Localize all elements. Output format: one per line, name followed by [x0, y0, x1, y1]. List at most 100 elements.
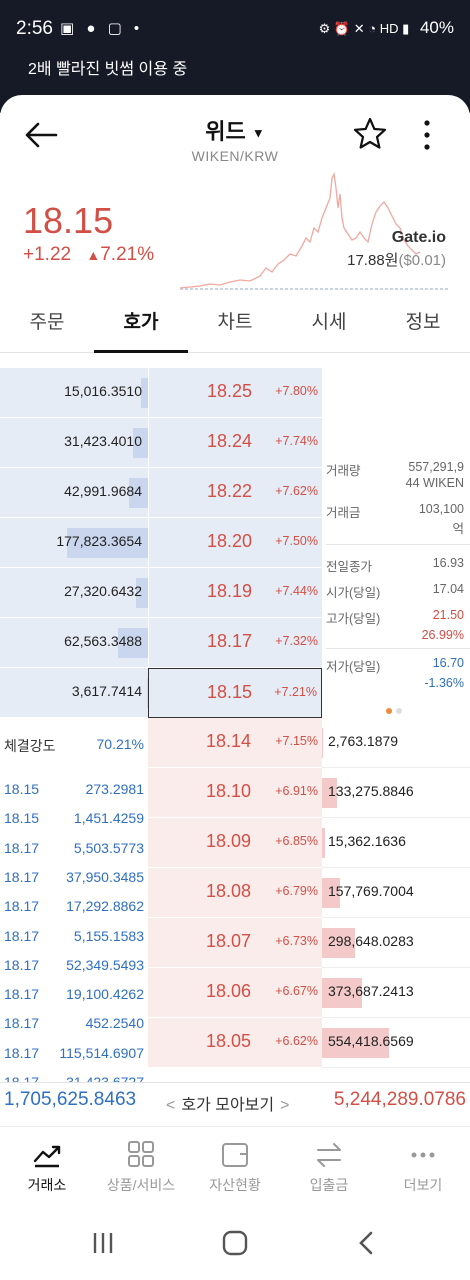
more-menu-button[interactable] [414, 118, 440, 152]
nav-exchange[interactable]: 거래소 [0, 1127, 94, 1206]
nav-products-label: 상품/서비스 [106, 1177, 176, 1193]
bid-depth-bar [322, 1028, 389, 1058]
tab-order[interactable]: 주문 [29, 312, 65, 333]
ask-row[interactable]: 3,617.7414 18.15 +7.21% [0, 668, 470, 718]
bid-pct: +6.91% [275, 784, 318, 798]
chevron-left-icon[interactable]: < [166, 1097, 176, 1114]
bid-price-cell[interactable]: 18.08 +6.79% [148, 868, 322, 918]
trade-row: 18.17 452.2540 [0, 1009, 148, 1038]
home-icon[interactable] [220, 1228, 250, 1258]
low-pct: -1.36% [424, 676, 464, 690]
prev-close-value: 16.93 [432, 556, 464, 570]
star-icon [353, 117, 387, 149]
tab-orderbook[interactable]: 호가 [94, 295, 188, 353]
amount-label: 거래금 [326, 506, 361, 520]
trade-volume: 52,349.5493 [66, 956, 144, 973]
nav-assets[interactable]: 자산현황 [188, 1127, 282, 1206]
ask-volume: 42,991.9684 [64, 483, 142, 499]
reference-krw: 17.88원 [347, 252, 399, 269]
ask-price: 18.19 [207, 581, 253, 601]
ask-row[interactable]: 15,016.3510 18.25 +7.80% [0, 368, 470, 418]
bid-pct: +6.62% [275, 1034, 318, 1048]
reference-usd: ($0.01) [398, 252, 446, 269]
trade-volume: 31,423.6727 [66, 1074, 144, 1082]
bid-row[interactable]: 18.07 +6.73% 298,648.0283 [0, 918, 470, 968]
ask-depth-bar [66, 528, 148, 558]
trade-volume: 19,100.4262 [66, 986, 144, 1003]
bid-volume: 157,769.7004 [328, 883, 414, 899]
tab-chart[interactable]: 차트 [217, 312, 253, 333]
open-label: 시가(당일) [326, 586, 381, 600]
back-button[interactable] [22, 120, 62, 150]
ask-price-cell[interactable]: 18.25 +7.80% [148, 368, 322, 418]
ask-price: 18.20 [207, 531, 253, 551]
nav-transfer[interactable]: 입출금 [282, 1127, 376, 1206]
bid-price-cell[interactable]: 18.09 +6.85% [148, 818, 322, 868]
ask-pct: +7.50% [275, 534, 318, 548]
ask-volume-cell: 27,320.6432 [0, 568, 148, 618]
ask-row[interactable]: 177,823.3654 18.20 +7.50% [0, 518, 470, 568]
tab-market-price[interactable]: 시세 [311, 312, 347, 333]
change-pct: 7.21% [100, 244, 155, 265]
order-book: 15,016.3510 18.25 +7.80% 31,423.4010 18.24 +7… [0, 354, 470, 1082]
nav-products[interactable]: 상품/서비스 [94, 1127, 188, 1206]
orderbook-summary: 1,705,625.8463 < 호가 모아보기 > 5,244,289.0786 [0, 1082, 470, 1120]
bid-price-cell[interactable]: 18.14 +7.15% [148, 718, 322, 768]
ask-volume: 3,617.7414 [71, 683, 142, 699]
recent-apps-icon[interactable] [88, 1228, 118, 1258]
bid-volume: 298,648.0283 [328, 933, 414, 949]
more-vertical-icon [424, 120, 430, 150]
trade-row: 18.15 273.2981 [0, 775, 148, 804]
reference-exchange: Gate.io [391, 229, 446, 246]
ask-price-cell[interactable]: 18.17 +7.32% [148, 618, 322, 668]
trade-row: 18.17 5,155.1583 [0, 922, 148, 951]
bid-row[interactable]: 18.14 +7.15% 2,763.1879 [0, 718, 470, 768]
ask-depth-bar [133, 428, 148, 458]
bid-row[interactable]: 18.08 +6.79% 157,769.7004 [0, 868, 470, 918]
bid-volume: 373,687.2413 [328, 983, 414, 999]
volume-value: 557,291,9 [408, 460, 464, 474]
coin-selector[interactable]: 위드 ▼ WIKEN/KRW [150, 114, 320, 164]
high-value: 21.50 [432, 608, 464, 622]
ask-row[interactable]: 31,423.4010 18.24 +7.74% [0, 418, 470, 468]
bid-price: 18.10 [206, 781, 252, 801]
trade-price: 18.17 [4, 839, 40, 856]
bid-price-cell[interactable]: 18.05 +6.62% [148, 1018, 322, 1068]
bid-price-cell[interactable]: 18.06 +6.67% [148, 968, 322, 1018]
ask-row[interactable]: 42,991.9684 18.22 +7.62% [0, 468, 470, 518]
bid-pct: +6.73% [275, 934, 318, 948]
market-info-panel: 거래량 557,291,9 44 WIKEN 거래금 103,100 억 전일종… [322, 354, 470, 718]
divider [326, 544, 470, 545]
ask-row[interactable]: 62,563.3488 18.17 +7.32% [0, 618, 470, 668]
bid-row[interactable]: 18.09 +6.85% 15,362.1636 [0, 818, 470, 868]
bid-depth-bar [322, 978, 362, 1008]
current-price: 18.15 [23, 200, 114, 241]
trade-row: 18.17 5,503.5773 [0, 834, 148, 863]
group-orderbook-button[interactable]: < 호가 모아보기 > [160, 1091, 295, 1115]
bid-row[interactable]: 18.06 +6.67% 373,687.2413 [0, 968, 470, 1018]
bid-price-cell[interactable]: 18.10 +6.91% [148, 768, 322, 818]
ask-price-cell[interactable]: 18.22 +7.62% [148, 468, 322, 518]
ask-price-cell[interactable]: 18.19 +7.44% [148, 568, 322, 618]
chevron-right-icon[interactable]: > [280, 1097, 290, 1114]
bid-row[interactable]: 18.05 +6.62% 554,418.6569 [0, 1018, 470, 1068]
page-indicator [386, 703, 406, 717]
ask-price-cell[interactable]: 18.15 +7.21% [148, 668, 322, 718]
ask-price-cell[interactable]: 18.20 +7.50% [148, 518, 322, 568]
ask-depth-bar [136, 578, 148, 608]
strength-label: 체결강도 [4, 738, 56, 754]
tab-info[interactable]: 정보 [405, 312, 441, 333]
back-nav-icon[interactable] [352, 1228, 382, 1258]
bid-price-cell[interactable]: 18.07 +6.73% [148, 918, 322, 968]
ask-price-cell[interactable]: 18.24 +7.74% [148, 418, 322, 468]
coin-name: 위드 [205, 119, 246, 144]
ask-row[interactable]: 27,320.6432 18.19 +7.44% [0, 568, 470, 618]
favorite-button[interactable] [352, 116, 388, 152]
trend-chart-icon [33, 1145, 61, 1168]
trade-volume: 115,514.6907 [59, 1044, 144, 1061]
ask-pct: +7.80% [275, 384, 318, 398]
trade-volume: 17,292.8862 [66, 898, 144, 915]
bid-row[interactable]: 18.10 +6.91% 133,275.8846 [0, 768, 470, 818]
nav-more[interactable]: 더보기 [376, 1127, 470, 1206]
bid-volume: 133,275.8846 [328, 783, 414, 799]
